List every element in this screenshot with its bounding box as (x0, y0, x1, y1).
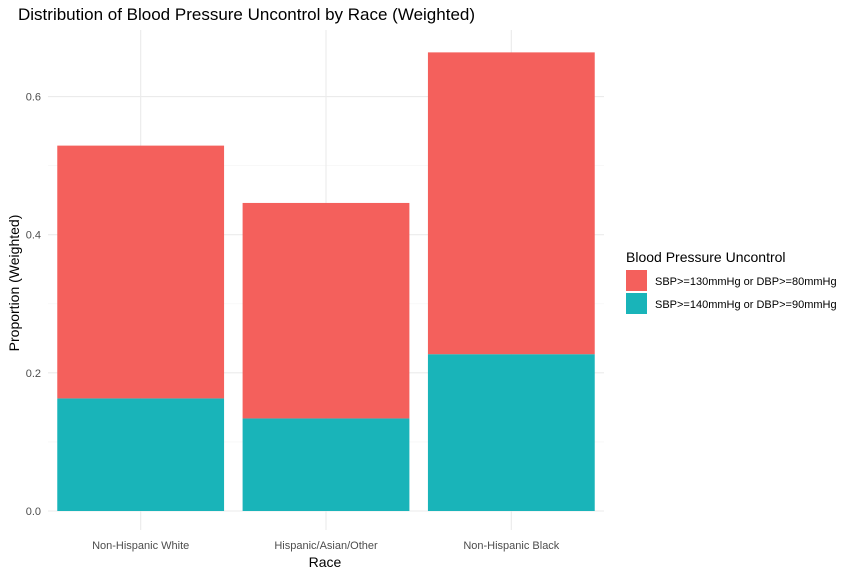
bar-segment (427, 354, 595, 511)
bar-segment (242, 202, 410, 419)
legend-label: SBP>=140mmHg or DBP>=90mmHg (655, 299, 837, 311)
x-axis-title: Race (309, 554, 342, 570)
y-tick-label: 0.6 (26, 92, 41, 104)
legend: Blood Pressure Uncontrol SBP>=130mmHg or… (626, 249, 837, 314)
x-tick-label: Hispanic/Asian/Other (274, 540, 378, 552)
legend-title: Blood Pressure Uncontrol (626, 249, 786, 265)
y-axis-title: Proportion (Weighted) (6, 215, 22, 352)
legend-swatch (626, 293, 647, 314)
y-axis-ticks: 0.0 0.2 0.4 0.6 (26, 92, 41, 518)
bars (57, 52, 595, 511)
x-axis-ticks: Non-Hispanic White Hispanic/Asian/Other No… (92, 540, 560, 552)
y-tick-label: 0.4 (26, 230, 41, 242)
x-tick-label: Non-Hispanic White (92, 540, 189, 552)
bar-segment (57, 398, 225, 511)
legend-swatch (626, 270, 647, 291)
bar-segment (242, 418, 410, 511)
x-tick-label: Non-Hispanic Black (463, 540, 559, 552)
y-tick-label: 0.0 (26, 506, 41, 518)
bar-segment (427, 52, 595, 355)
bar-segment (57, 145, 225, 399)
y-tick-label: 0.2 (26, 368, 41, 380)
chart-title: Distribution of Blood Pressure Uncontrol… (18, 5, 475, 24)
legend-label: SBP>=130mmHg or DBP>=80mmHg (655, 276, 837, 288)
